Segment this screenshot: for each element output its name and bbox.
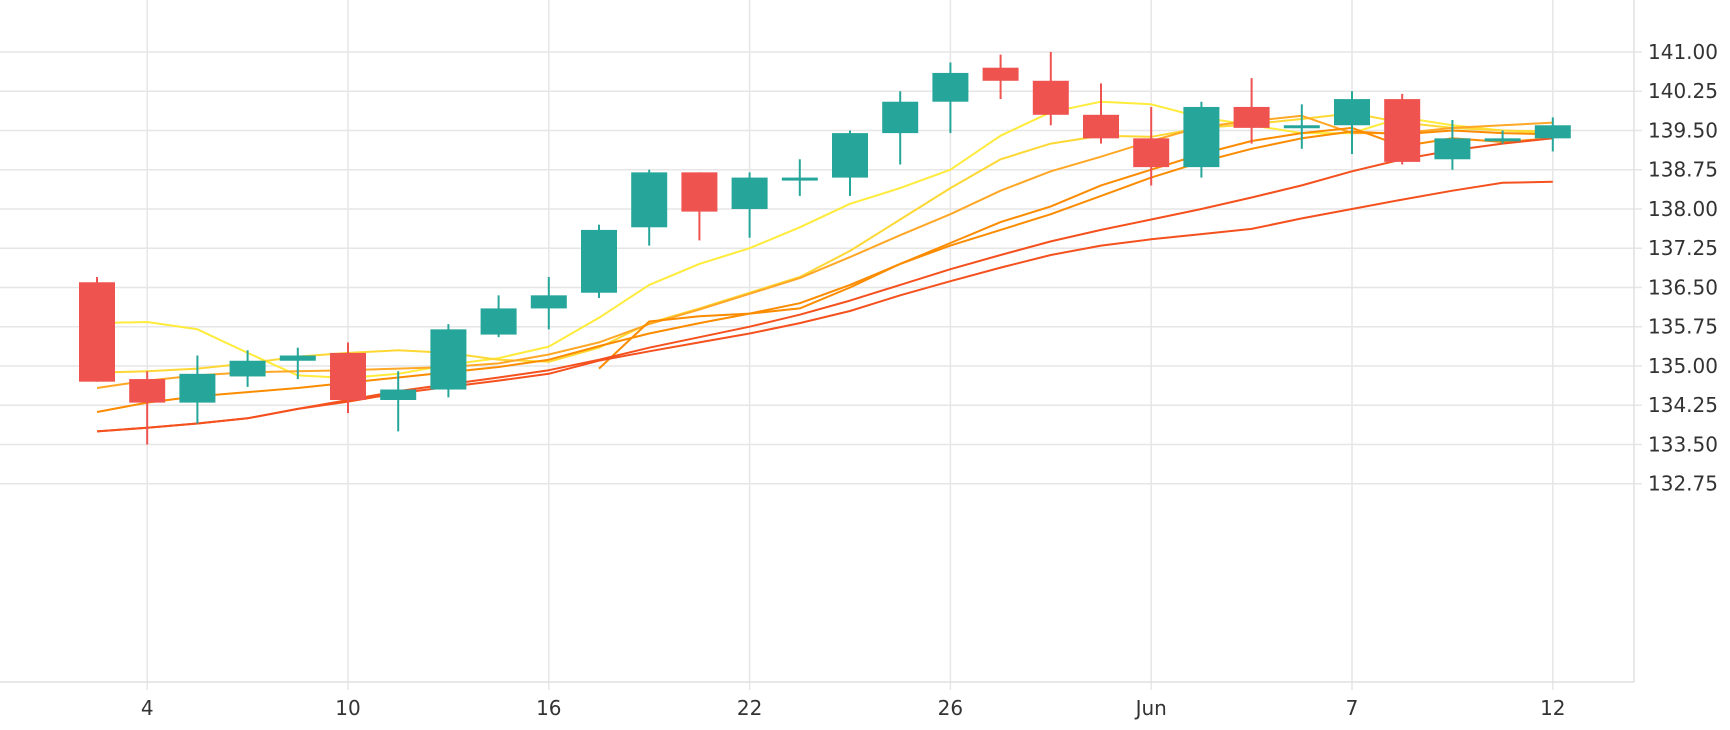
price-tick-label: 138.00	[1648, 197, 1718, 221]
candle-down	[129, 371, 166, 445]
candle-down	[79, 277, 115, 382]
candle-up	[781, 159, 818, 196]
candle-down	[1133, 106, 1170, 186]
candle-body	[731, 177, 768, 209]
price-tick-label: 132.75	[1648, 472, 1718, 496]
time-tick-label: 26	[938, 696, 963, 720]
candle-down	[681, 172, 718, 241]
candle-up	[279, 347, 316, 380]
candle-body	[1032, 80, 1069, 115]
price-axis-labels: 141.00 140.25 139.50 138.75 138.00 137.25 136.…	[1648, 40, 1718, 496]
time-tick-label: 16	[536, 696, 561, 720]
candle-body	[380, 389, 417, 400]
candle-up	[1434, 120, 1471, 170]
candle-down	[982, 54, 1019, 100]
candles	[79, 52, 1571, 445]
moving-average-line-3	[96, 114, 1553, 389]
candle-body	[581, 229, 617, 293]
moving-average-line-4	[96, 126, 1553, 413]
candle-up	[430, 324, 467, 398]
axes	[0, 0, 1635, 683]
candle-body	[1434, 138, 1471, 160]
candle-up	[1534, 117, 1571, 152]
candle-body	[832, 133, 868, 178]
candle-up	[229, 350, 266, 387]
moving-average-line-6	[96, 137, 1553, 433]
candle-up	[932, 62, 969, 134]
candle-down	[1032, 52, 1069, 126]
candle-down	[330, 342, 366, 414]
moving-average-line-1	[96, 100, 1553, 379]
price-tick-label: 137.25	[1648, 236, 1718, 260]
time-tick-label: 7	[1346, 696, 1359, 720]
candle-body	[982, 67, 1019, 81]
candle-up	[631, 169, 668, 246]
time-axis-labels: 4 10 16 22 26 Jun 7 12	[141, 696, 1566, 720]
time-tick-label: 12	[1540, 696, 1565, 720]
candle-up	[832, 130, 868, 196]
candle-down	[1233, 78, 1270, 144]
time-tick-label: 22	[737, 696, 762, 720]
candle-body	[781, 177, 818, 181]
candle-down	[1083, 83, 1119, 144]
candle-up	[581, 224, 617, 298]
candle-body	[430, 329, 467, 390]
time-tick-label: Jun	[1134, 696, 1167, 720]
candle-body	[1183, 106, 1220, 168]
candle-up	[480, 295, 517, 338]
price-tick-label: 136.50	[1648, 275, 1718, 299]
candle-body	[1133, 138, 1170, 168]
moving-average-line-2	[96, 112, 1553, 374]
price-tick-label: 139.50	[1648, 118, 1718, 142]
candle-body	[882, 101, 919, 134]
candle-body	[330, 352, 366, 400]
candle-up	[731, 172, 768, 238]
candle-body	[1233, 106, 1270, 128]
candle-up	[1283, 104, 1320, 149]
candle-body	[631, 172, 668, 228]
candle-body	[480, 308, 517, 335]
moving-average-line-7	[96, 180, 1553, 433]
candle-body	[530, 295, 567, 309]
candle-body	[79, 282, 115, 382]
time-tick-label: 10	[335, 696, 360, 720]
candle-body	[1484, 138, 1521, 142]
price-tick-label: 140.25	[1648, 79, 1718, 103]
candle-up	[1334, 91, 1370, 155]
candle-up	[1183, 101, 1220, 178]
price-tick-label: 135.00	[1648, 354, 1718, 378]
price-tick-label: 135.75	[1648, 315, 1718, 339]
price-tick-label: 141.00	[1648, 40, 1718, 64]
candle-body	[1083, 114, 1119, 139]
candle-body	[129, 379, 166, 403]
candle-body	[279, 355, 316, 361]
candle-body	[1384, 99, 1421, 162]
candle-body	[932, 72, 969, 102]
candle-up	[380, 371, 417, 432]
candle-up	[1484, 130, 1521, 144]
candle-body	[1334, 99, 1370, 126]
candle-up	[179, 355, 216, 424]
time-tick-label: 4	[141, 696, 154, 720]
price-tick-label: 133.50	[1648, 432, 1718, 456]
candle-down	[1384, 93, 1421, 165]
candle-body	[229, 360, 266, 377]
candle-body	[1283, 125, 1320, 129]
candle-body	[681, 172, 718, 212]
candle-body	[179, 373, 216, 403]
price-tick-label: 138.75	[1648, 158, 1718, 182]
candle-up	[530, 277, 567, 330]
candle-body	[1534, 125, 1571, 139]
price-tick-label: 134.25	[1648, 393, 1718, 417]
candle-up	[882, 91, 919, 165]
moving-average-lines	[96, 100, 1553, 433]
